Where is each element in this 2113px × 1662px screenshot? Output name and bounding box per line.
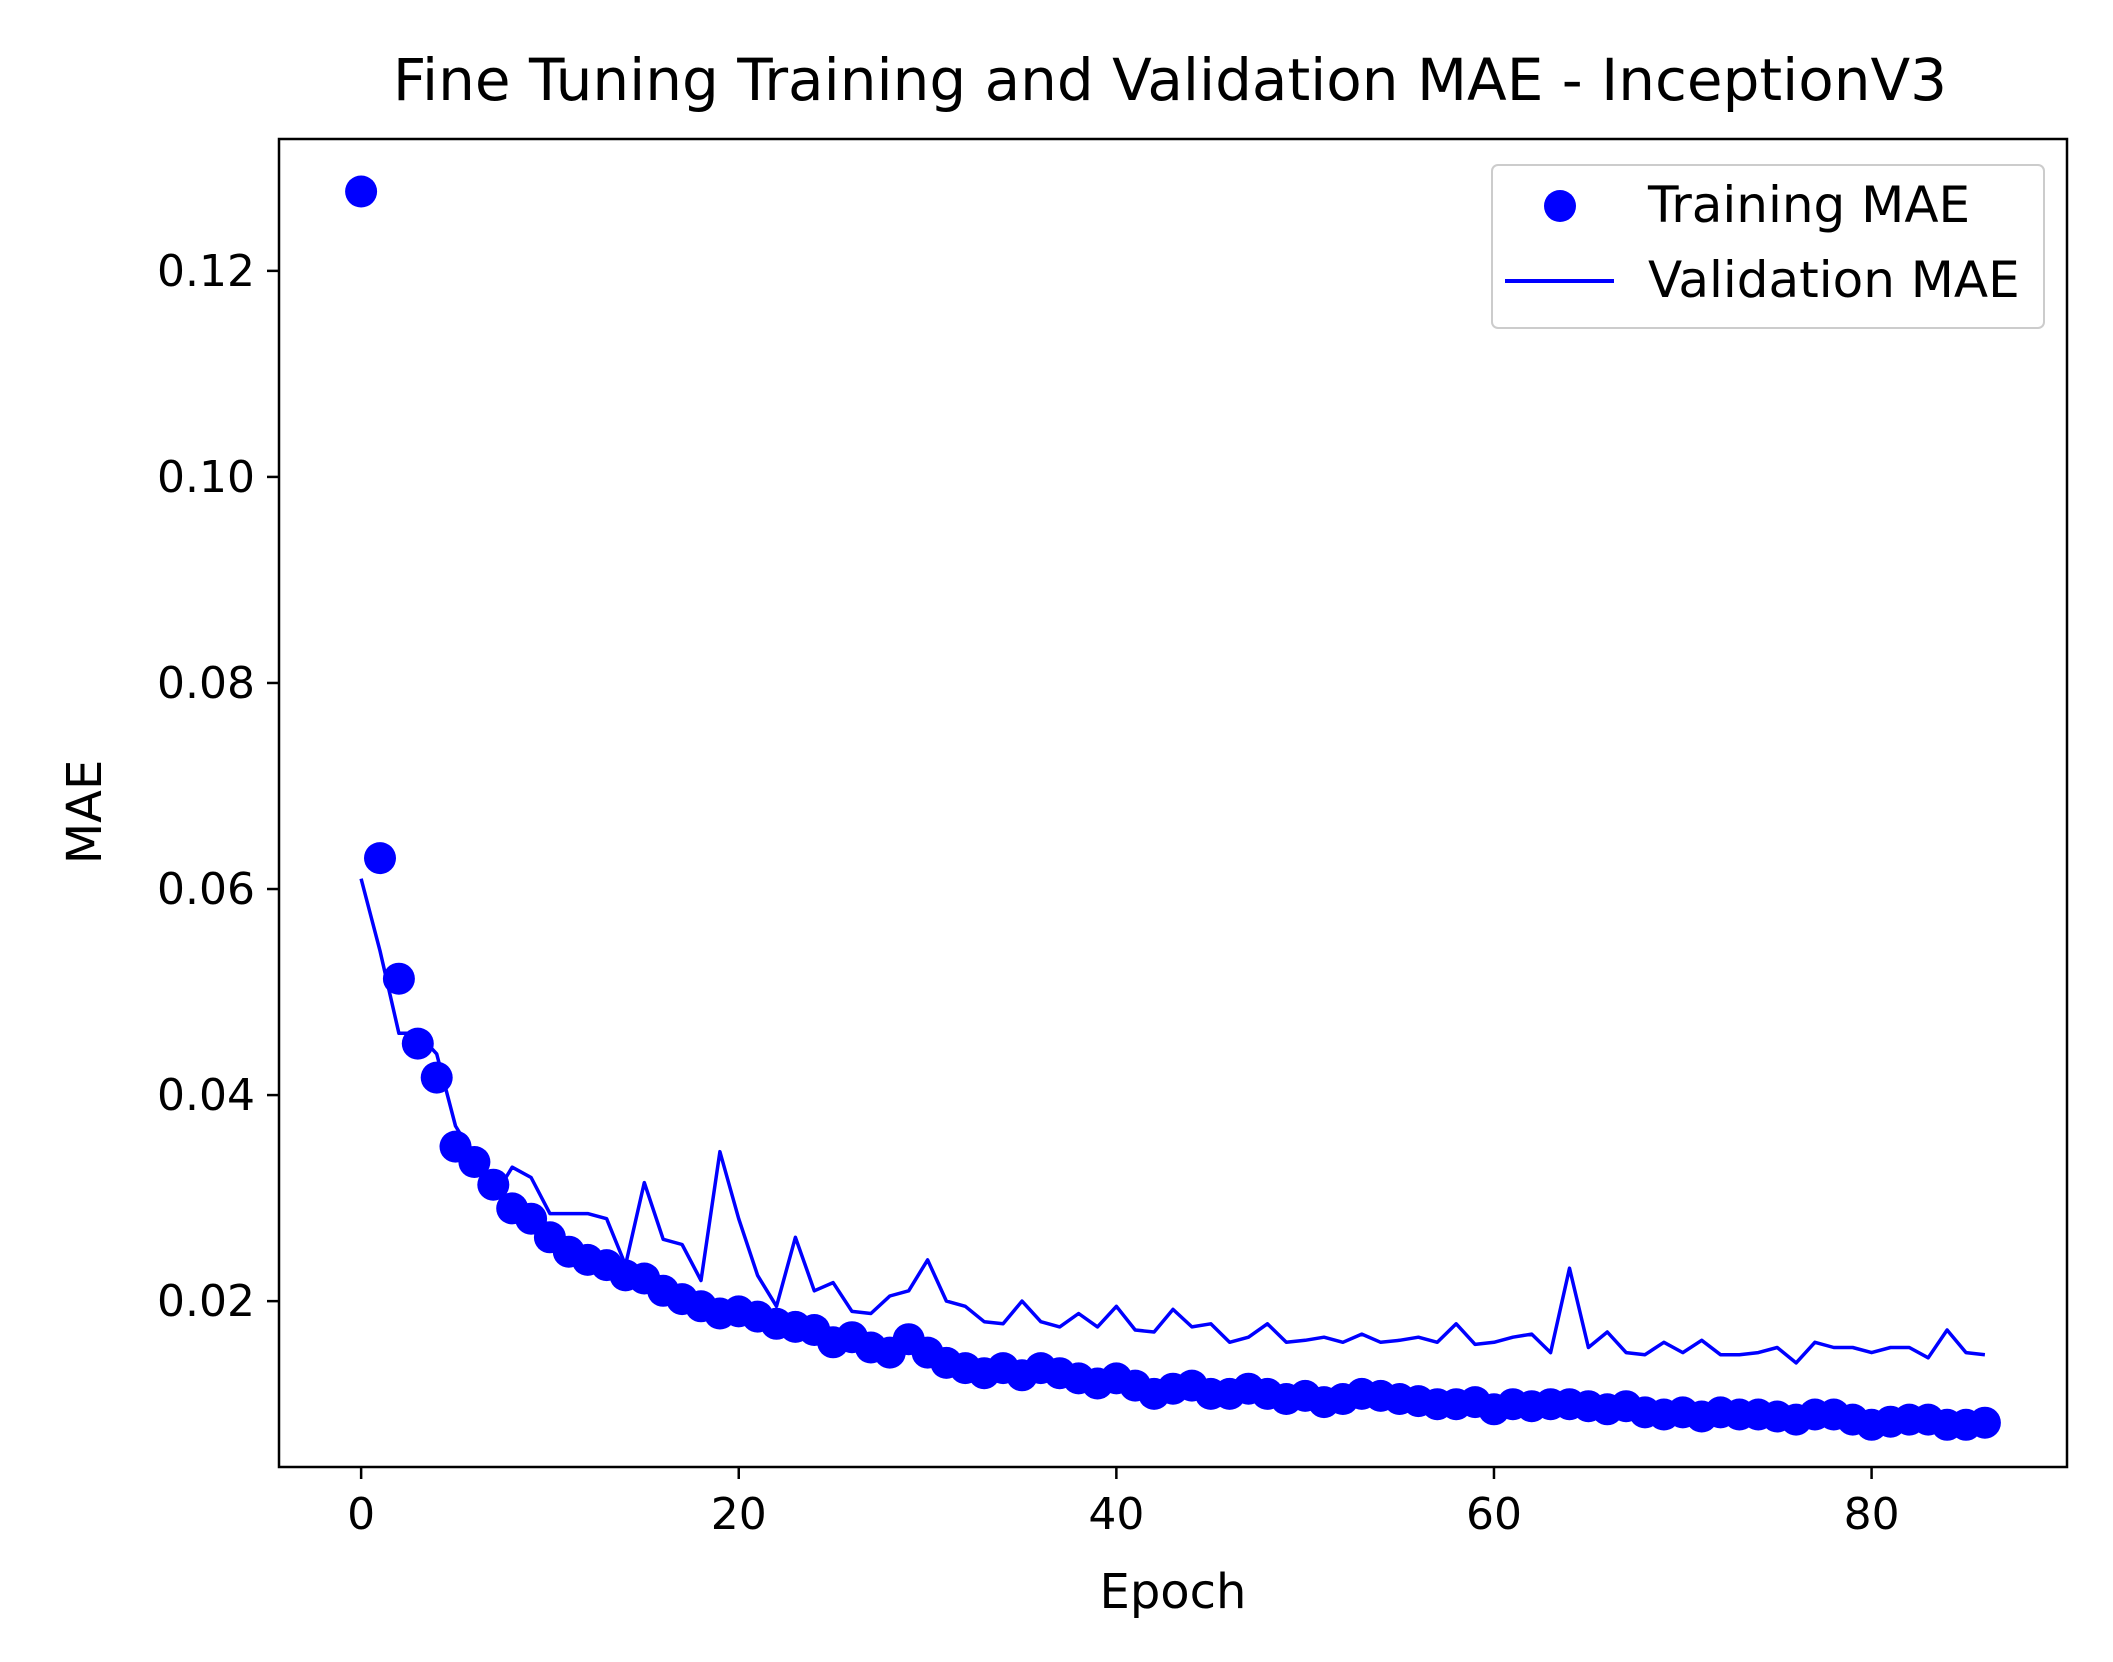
axes-frame: [277, 137, 2069, 1469]
x-tick-label: 80: [1844, 1489, 1900, 1540]
y-tick-label: 0.02: [157, 1276, 255, 1327]
point-training-mae: [345, 175, 378, 208]
x-tick-label: 40: [1088, 1489, 1144, 1540]
y-tick-label: 0.06: [157, 864, 255, 915]
y-tick-label: 0.10: [157, 452, 255, 503]
y-axis: 0.02 0.04 0.06 0.08 0.10 0.12: [157, 246, 279, 1327]
legend-label-training: Training MAE: [1647, 176, 1970, 234]
x-tick-label: 0: [347, 1489, 375, 1540]
y-tick-label: 0.04: [157, 1070, 255, 1121]
x-tick-label: 20: [711, 1489, 767, 1540]
x-axis: 0 20 40 60 80: [347, 1467, 1900, 1540]
x-tick-label: 60: [1466, 1489, 1522, 1540]
point-training-mae: [458, 1146, 491, 1178]
point-training-mae: [382, 962, 415, 995]
legend: Training MAE Validation MAE: [1491, 164, 2045, 329]
x-axis-label: Epoch: [1100, 1564, 1247, 1620]
legend-box: [1491, 164, 2045, 329]
point-training-mae: [477, 1168, 510, 1201]
y-axis-label: MAE: [57, 760, 113, 865]
y-tick-label: 0.08: [157, 658, 255, 709]
point-training-mae: [364, 842, 396, 875]
plot-area: [345, 175, 2001, 1441]
point-training-mae: [401, 1027, 434, 1060]
chart-title: Fine Tuning Training and Validation MAE …: [393, 46, 1947, 114]
legend-label-validation: Validation MAE: [1648, 251, 2020, 309]
point-training-mae: [1968, 1406, 2001, 1439]
series-line-validation-mae: [359, 878, 1986, 1365]
legend-marker-training: [1544, 190, 1576, 222]
point-training-mae: [420, 1061, 453, 1094]
y-tick-label: 0.12: [157, 246, 255, 297]
